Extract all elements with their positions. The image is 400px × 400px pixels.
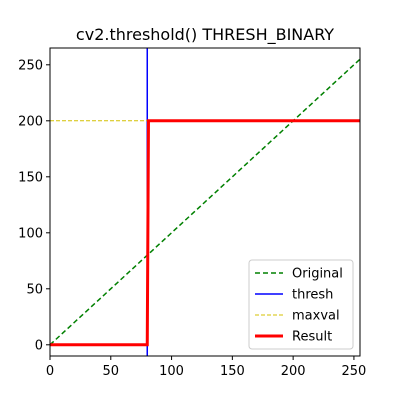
x-axis: 0 50 100 150 200 250 [46, 356, 366, 379]
x-tick-label: 100 [159, 364, 184, 379]
plot-frame [49, 47, 361, 357]
x-tick-label: 50 [103, 364, 120, 379]
legend-label-maxval: maxval [292, 309, 340, 324]
legend: Original thresh maxval Result [248, 259, 354, 350]
y-tick-label: 50 [26, 282, 43, 297]
y-tick-label: 200 [18, 114, 43, 129]
legend-label-thresh: thresh [292, 288, 333, 303]
x-tick-label: 150 [220, 364, 245, 379]
y-tick-label: 0 [35, 338, 43, 353]
chart-title: cv2.threshold() THRESH_BINARY [76, 25, 334, 45]
x-tick-label: 200 [281, 364, 306, 379]
legend-label-original: Original [292, 267, 343, 282]
y-tick-label: 250 [18, 58, 43, 73]
x-tick-label: 250 [342, 364, 367, 379]
legend-label-result: Result [292, 330, 332, 345]
plot-lines [50, 48, 360, 356]
series-line-result [50, 119, 360, 347]
y-tick-label: 100 [18, 226, 43, 241]
x-tick-label: 0 [46, 364, 54, 379]
series-line-original [50, 58, 360, 346]
y-axis: 0 50 100 150 200 250 [18, 58, 50, 353]
y-tick-label: 150 [18, 170, 43, 185]
legend-box [248, 259, 354, 350]
